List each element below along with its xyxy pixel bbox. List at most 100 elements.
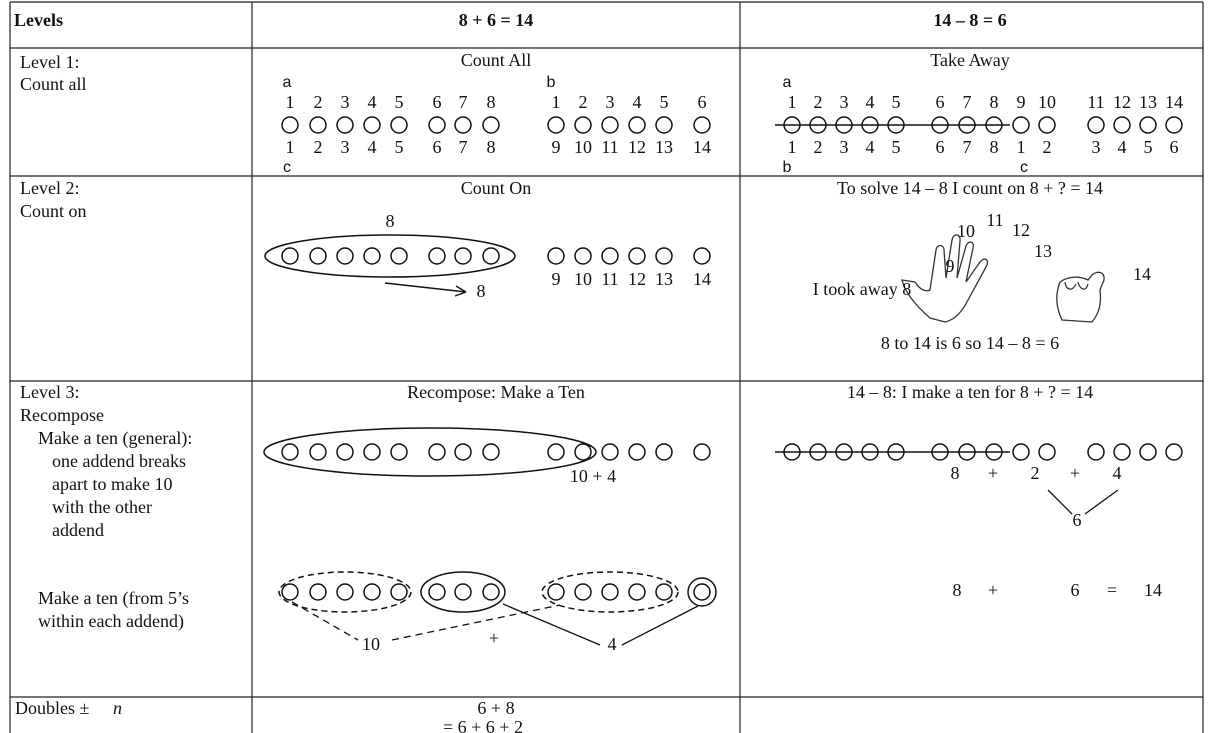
- equation-part: 2: [1031, 463, 1040, 483]
- counter: [835, 443, 853, 461]
- equation-line: = 6 + 6 + 2: [443, 717, 523, 733]
- count-number: 3: [840, 92, 849, 112]
- count-number: 2: [1043, 137, 1052, 157]
- counter: [628, 247, 646, 265]
- counter: [574, 247, 592, 265]
- count-number: 6: [936, 92, 945, 112]
- count-number: 4: [368, 137, 377, 157]
- counter: [336, 443, 354, 461]
- counter: [985, 116, 1003, 134]
- counter: [390, 247, 408, 265]
- counter: [887, 116, 905, 134]
- counter: [1113, 116, 1131, 134]
- count-number: 4: [368, 92, 377, 112]
- cell-title: Count On: [461, 178, 532, 198]
- counter: [428, 443, 446, 461]
- count-number: 13: [1139, 92, 1157, 112]
- group-count: 10: [362, 634, 380, 654]
- counter: [309, 583, 327, 601]
- finger-count: 11: [986, 210, 1003, 230]
- counter: [861, 116, 879, 134]
- equation-part: 6: [1071, 580, 1080, 600]
- counter: [428, 583, 446, 601]
- five-ellipse: [541, 571, 679, 613]
- count-number: 3: [341, 137, 350, 157]
- arrow-label: 8: [477, 281, 486, 301]
- cell-title: 14 – 8: I make a ten for 8 + ? = 14: [847, 382, 1093, 402]
- level-note: apart to make 10: [52, 474, 172, 494]
- count-number: 5: [892, 92, 901, 112]
- counter: [574, 583, 592, 601]
- count-number: 9: [552, 137, 561, 157]
- count-number: 1: [286, 92, 295, 112]
- count-number: 11: [1087, 92, 1104, 112]
- counter: [601, 583, 619, 601]
- count-number: 6: [936, 137, 945, 157]
- counter: [390, 116, 408, 134]
- counter: [390, 443, 408, 461]
- count-number: 8: [990, 92, 999, 112]
- one-circle: [687, 577, 717, 607]
- level-note: Make a ten (general):: [38, 428, 192, 449]
- header-cell: 8 + 6 = 14: [459, 10, 534, 30]
- count-number: 4: [866, 92, 875, 112]
- five-ellipse: [278, 571, 412, 613]
- count-number: 11: [601, 269, 618, 289]
- count-number: 9: [552, 269, 561, 289]
- count-number: 1: [552, 92, 561, 112]
- finger-count: 9: [946, 256, 955, 276]
- counter: [628, 443, 646, 461]
- equation-part: 8: [951, 463, 960, 483]
- count-number: 12: [628, 137, 646, 157]
- count-number: 3: [1092, 137, 1101, 157]
- cell-title: To solve 14 – 8 I count on 8 + ? = 14: [837, 178, 1103, 198]
- count-number: 4: [866, 137, 875, 157]
- count-number: 14: [1165, 92, 1183, 112]
- count-number: 5: [395, 137, 404, 157]
- counter: [958, 443, 976, 461]
- count-number: 8: [487, 137, 496, 157]
- counter: [309, 443, 327, 461]
- counter: [601, 247, 619, 265]
- count-number: 2: [314, 137, 323, 157]
- level-label: Level 1:: [20, 52, 79, 72]
- counter: [1139, 116, 1157, 134]
- level-label: Count all: [20, 74, 87, 94]
- cell-title: Recompose: Make a Ten: [407, 382, 585, 402]
- counter: [454, 116, 472, 134]
- four-link: [502, 603, 699, 646]
- group-count: 8: [386, 211, 395, 231]
- count-number: 10: [1038, 92, 1056, 112]
- count-number: 2: [314, 92, 323, 112]
- arrow: [384, 282, 467, 293]
- finger-count: 13: [1034, 241, 1052, 261]
- counter: [809, 116, 827, 134]
- count-number: 5: [892, 137, 901, 157]
- count-number: 7: [459, 92, 468, 112]
- counter: [693, 583, 711, 601]
- counter: [985, 443, 1003, 461]
- level-label: Recompose: [20, 405, 104, 425]
- sum-link: [1047, 489, 1119, 515]
- count-number: 6: [433, 137, 442, 157]
- counter: [482, 116, 500, 134]
- equation-part: 14: [1144, 580, 1162, 600]
- group-label: c: [1020, 159, 1028, 176]
- counter: [363, 116, 381, 134]
- count-number: 3: [840, 137, 849, 157]
- counter: [783, 116, 801, 134]
- counter: [887, 443, 905, 461]
- count-number: 1: [788, 92, 797, 112]
- count-number: 7: [963, 137, 972, 157]
- cell-title: Take Away: [930, 50, 1010, 70]
- counter: [1087, 116, 1105, 134]
- counter: [931, 116, 949, 134]
- level-note: one addend breaks: [52, 451, 186, 471]
- count-number: 2: [814, 92, 823, 112]
- count-number: 4: [633, 92, 642, 112]
- counter: [281, 443, 299, 461]
- level-variable: n: [113, 698, 122, 718]
- equation-line: 6 + 8: [477, 698, 514, 718]
